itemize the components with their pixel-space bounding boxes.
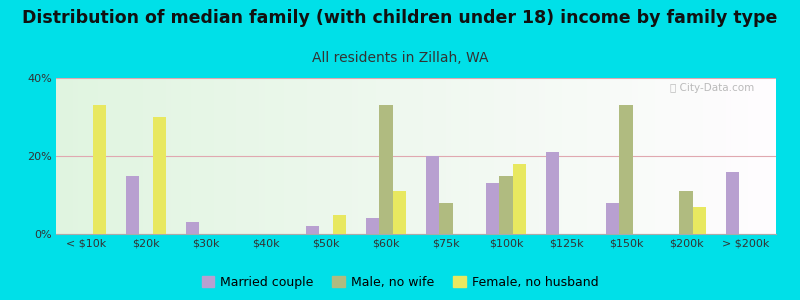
Text: Distribution of median family (with children under 18) income by family type: Distribution of median family (with chil… [22,9,778,27]
Bar [153,117,166,234]
Text: All residents in Zillah, WA: All residents in Zillah, WA [312,51,488,65]
Legend: Married couple, Male, no wife, Female, no husband: Married couple, Male, no wife, Female, n… [197,271,603,294]
Bar [93,105,106,234]
Bar [513,164,526,234]
Bar [426,156,439,234]
Bar [333,214,346,234]
Bar [186,222,199,234]
Bar [679,191,693,234]
Bar [486,183,499,234]
Text: ⓘ City-Data.com: ⓘ City-Data.com [670,83,754,93]
Bar [499,176,513,234]
Bar [439,203,453,234]
Bar [393,191,406,234]
Bar [693,207,706,234]
Bar [306,226,319,234]
Bar [366,218,379,234]
Bar [606,203,619,234]
Bar [379,105,393,234]
Bar [126,176,139,234]
Bar [546,152,559,234]
Bar [726,172,739,234]
Bar [619,105,633,234]
